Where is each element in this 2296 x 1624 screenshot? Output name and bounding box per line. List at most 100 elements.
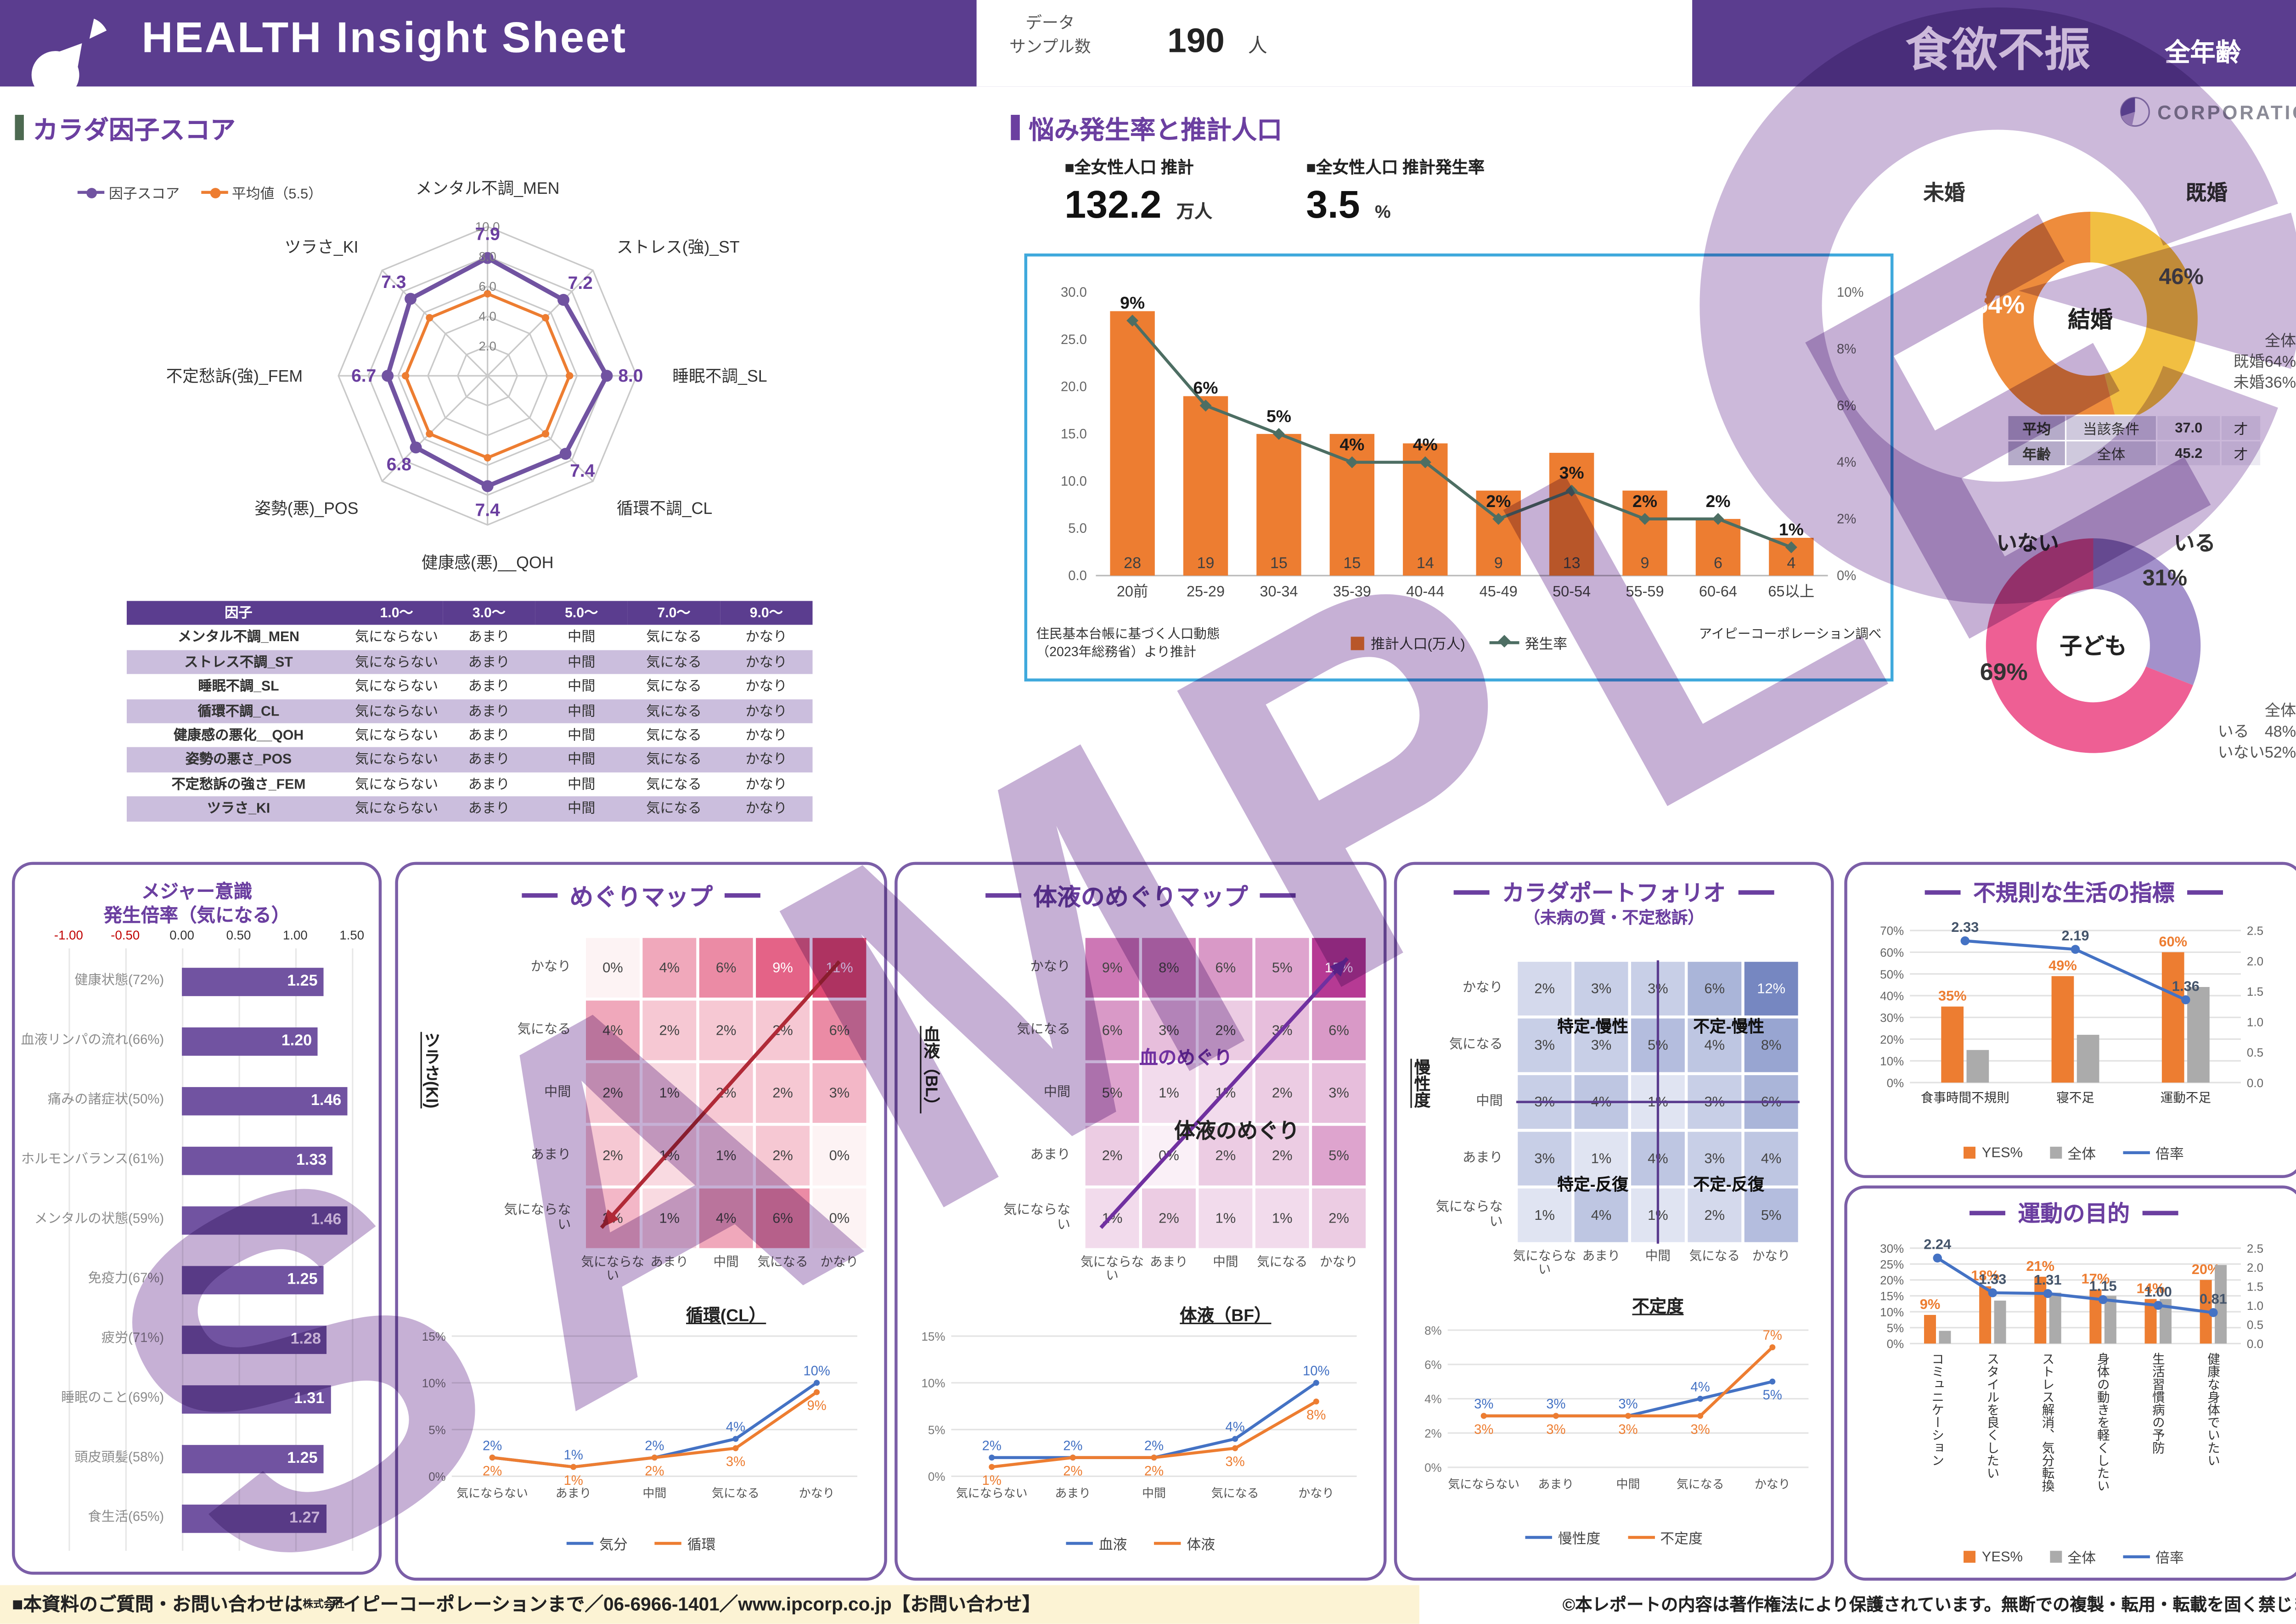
factor-scale-cell: 気になる: [646, 727, 702, 743]
stat-unit: %: [1375, 201, 1391, 222]
pop-rate-marker: [1492, 513, 1505, 525]
factor-scale-cell: 中間: [568, 727, 596, 743]
combo-bar-all: [2104, 1296, 2116, 1344]
radar-score-point: [481, 480, 494, 492]
trend-value-label: 3%: [726, 1455, 745, 1469]
sample-count-value: 190: [1167, 21, 1225, 60]
combo-bar-all: [1994, 1300, 2006, 1344]
trend-point: [1313, 1398, 1319, 1405]
trend-point: [989, 1455, 995, 1461]
heatmap-col-label: かなり: [1320, 1254, 1358, 1269]
trend-value-label: 2%: [645, 1464, 664, 1479]
trend-category-label: 中間: [642, 1486, 666, 1500]
pop-left-tick: 0.0: [1068, 569, 1087, 583]
major-gridline: [295, 948, 297, 1551]
panel-title: 体液のめぐりマップ: [898, 877, 1384, 913]
population-bar-line-chart: 0.0 5.0 10.0 15.0 20.0 25.0 30.0 0% 2% 4% 6% 8% 10% 2…: [1061, 285, 1864, 600]
heatmap-cell: 8%: [1142, 938, 1196, 998]
factor-scale-cell: あまり: [468, 776, 510, 792]
radar-axis-label: 健康感(悪)__QOH: [422, 553, 554, 572]
legend-line: [1066, 1542, 1093, 1545]
legend-item: 不定度: [1627, 1527, 1703, 1548]
heatmap-cell: 5%: [1744, 1188, 1798, 1242]
major-bar: 1.28: [182, 1325, 327, 1353]
pop-bar: [1256, 434, 1301, 576]
factor-scale-cell: かなり: [745, 654, 788, 670]
radar-axis-label: ストレス(強)_ST: [617, 238, 740, 256]
heatmap-cell: 2%: [699, 1000, 753, 1060]
meguri-heatmap: ツラさ(KI) かなり 気になる 中間 あまり 気にならない 0% 4% 6% 9% 11% 4% 2%…: [398, 865, 884, 1578]
heatmap-overlay: [1099, 957, 1349, 1229]
legend-label: 倍率: [2155, 1146, 2184, 1163]
legend-item: 全体: [2049, 1142, 2096, 1163]
radar-value-label: 7.3: [381, 272, 406, 292]
heatmap-x-axis-title: 循環(CL）: [686, 1308, 766, 1326]
heatmap-col-label: あまり: [650, 1254, 689, 1269]
heatmap-y-axis-title: 血液（BL）: [921, 1026, 940, 1114]
combo-right-tick: 2.5: [2247, 1241, 2263, 1255]
panel-body-portfolio: カラダポートフォリオ （未病の質・不定愁訴） 慢性度 かなり 気になる 中間 あまり 気に…: [1394, 862, 1834, 1581]
trend-value-label: 4%: [1226, 1420, 1245, 1435]
radar-score-point: [557, 293, 569, 306]
factor-table-row: 不定愁訴の強さ_FEM 気にならない あまり 中間 気になる かなり: [127, 772, 813, 796]
pop-bar-value: 15: [1270, 554, 1288, 572]
map-annotation-blood: 血のめぐり: [1139, 1047, 1232, 1068]
trend-value-label: 2%: [1144, 1464, 1164, 1479]
combo-ratio-label: 1.15: [2089, 1278, 2117, 1294]
legend-square: [2049, 1551, 2062, 1563]
combo-ratio-marker: [1988, 1288, 1998, 1297]
trend-value-label: 9%: [807, 1398, 826, 1413]
heatmap-col-label: 気になる: [1257, 1254, 1308, 1269]
combo-bar-all: [1939, 1331, 1951, 1344]
major-bar: 1.25: [182, 967, 324, 996]
pop-right-tick: 6%: [1837, 399, 1856, 413]
factor-table-row: ツラさ_KI 気にならない あまり 中間 気になる かなり: [126, 796, 813, 821]
children-pct-yes: 31%: [2142, 566, 2188, 592]
exercise-category-label: 健康な身体でいたい: [2206, 1352, 2222, 1467]
heatmap-cell: 2%: [1518, 962, 1572, 1016]
radar-average-point: [566, 372, 574, 380]
panel-irregular-life: 不規則な生活の指標 0% 10% 20% 30% 40% 50% 60% 70% 0.0 0.5 1…: [1844, 862, 2296, 1178]
factor-scale-cell: 気にならない: [355, 727, 439, 743]
heatmap-y-axis-title: 慢性度: [1412, 1059, 1430, 1108]
combo-bar-label: 9%: [1920, 1296, 1941, 1312]
trend-value-label: 1%: [564, 1448, 583, 1463]
pop-rate-marker: [1272, 428, 1285, 440]
trend-ytick: 10%: [921, 1376, 945, 1390]
pop-rate-label: 1%: [1779, 520, 1804, 539]
factor-table-row: ストレス不調_ST 気にならない あまり 中間 気になる かなり: [126, 649, 813, 675]
major-axis-tick: 1.00: [282, 927, 308, 942]
trend-point: [570, 1464, 577, 1470]
pop-rate-marker: [1419, 456, 1431, 468]
combo-left-tick: 60%: [1880, 946, 1904, 959]
legend-label: 慢性度: [1558, 1531, 1601, 1548]
pop-left-tick: 30.0: [1061, 285, 1087, 300]
heatmap-overlay: [1516, 960, 1800, 1244]
combo-left-tick: 20%: [1880, 1274, 1904, 1287]
trend-legend: 血液 体液: [898, 1533, 1384, 1554]
combo-left-tick: 15%: [1880, 1289, 1904, 1303]
heatmap-col-label: 気になる: [757, 1254, 808, 1269]
pop-bar-value: 28: [1124, 554, 1141, 572]
stat-value: 3.5: [1306, 182, 1360, 227]
radar-axis-label: メンタル不調_MEN: [416, 179, 559, 197]
pop-left-tick: 25.0: [1061, 333, 1087, 347]
combo-left-tick: 0%: [1887, 1337, 1904, 1351]
combo-bar-all: [2187, 987, 2210, 1083]
legend-label: 体液: [1187, 1537, 1216, 1554]
heatmap-cell: 3%: [1312, 1063, 1366, 1123]
pop-category-label: 30-34: [1260, 583, 1298, 600]
age-scope-label: 全年齢: [2165, 39, 2241, 68]
combo-bar-label: 49%: [2048, 957, 2077, 973]
major-row: 食生活(65%) 1.27: [15, 1488, 378, 1548]
heatmap-cell: 6%: [756, 1188, 810, 1248]
sample-count-unit: 人: [1248, 34, 1267, 57]
trend-value-label: 2%: [483, 1438, 502, 1453]
heatmap-cell: 1%: [1518, 1188, 1572, 1242]
pop-rate-label: 2%: [1632, 491, 1657, 511]
factor-scale-cell: 中間: [568, 630, 596, 645]
legend-item: 倍率: [2122, 1546, 2184, 1567]
major-bar-area: 1.25: [173, 1444, 379, 1473]
header-bar: HEALTH Insight Sheet データ サンプル数 190 人 食欲不…: [0, 0, 2296, 99]
